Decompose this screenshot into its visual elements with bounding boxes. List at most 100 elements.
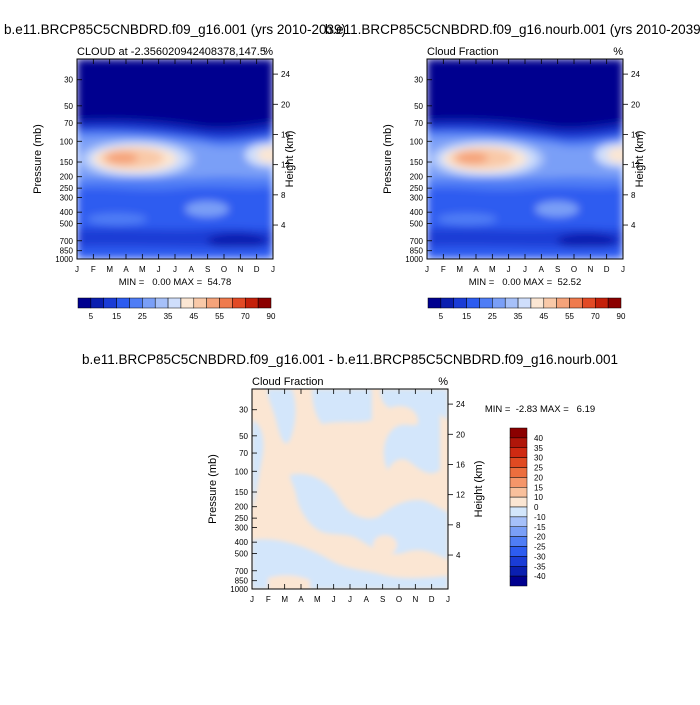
colorbar-label: 55 <box>215 312 224 321</box>
colorbar-label: 70 <box>241 312 250 321</box>
x-tick-label: N <box>587 265 593 274</box>
colorbar-cell <box>103 297 117 309</box>
y-tick-label: 400 <box>410 208 424 217</box>
y-right-tick-label: 24 <box>281 70 290 79</box>
y-tick-label: 100 <box>410 137 424 146</box>
y-tick-label: 300 <box>410 193 424 202</box>
colorbar-cell <box>167 297 182 309</box>
y-tick-label: 150 <box>235 488 249 497</box>
y-right-tick-label: 4 <box>456 551 461 560</box>
y-right-tick-label: 12 <box>281 161 290 170</box>
x-tick-label: M <box>139 265 146 274</box>
y-right-tick-label: 16 <box>631 130 640 139</box>
colorbar-cell <box>257 297 272 309</box>
x-tick-label: D <box>429 595 435 604</box>
x-tick-label: D <box>604 265 610 274</box>
colorbar-label: 30 <box>534 454 543 463</box>
y-tick-label: 500 <box>410 220 424 229</box>
y-right-tick-label: 24 <box>631 70 640 79</box>
panel-3-ylabel-right: Height (km) <box>473 461 485 518</box>
y-tick-label: 70 <box>64 119 73 128</box>
panel-2-colorbar: 5 15 25 35 45 55 70 90 <box>427 297 626 321</box>
x-tick-label: F <box>441 265 446 274</box>
y-tick-label: 150 <box>60 158 74 167</box>
panel-1-colorbar: 5 15 25 35 45 55 70 90 <box>77 297 276 321</box>
x-tick-label: A <box>123 265 129 274</box>
colorbar-cell <box>582 297 596 309</box>
x-tick-label: J <box>250 595 254 604</box>
y-right-tick-label: 24 <box>456 400 465 409</box>
colorbar-label: -15 <box>534 523 546 532</box>
x-tick-label: N <box>237 265 243 274</box>
panel-2-field <box>427 59 623 259</box>
colorbar-cell <box>154 297 169 309</box>
y-right-tick-label: 12 <box>631 161 640 170</box>
colorbar-cell <box>479 297 493 309</box>
x-tick-label: J <box>621 265 625 274</box>
colorbar-cell <box>504 297 519 309</box>
colorbar-cell <box>509 556 528 567</box>
y-tick-label: 1000 <box>55 255 73 264</box>
y-tick-label: 500 <box>60 220 74 229</box>
panel-1-units: % <box>263 46 273 58</box>
panel-3-ylabel: Pressure (mb) <box>207 454 219 524</box>
colorbar-label: -20 <box>534 533 546 542</box>
colorbar-cell <box>245 297 259 309</box>
colorbar-label: 90 <box>617 312 626 321</box>
colorbar-cell <box>509 526 528 537</box>
colorbar-label: 25 <box>138 312 147 321</box>
colorbar-cell <box>569 297 583 309</box>
panel-1-stats: MIN = 0.00 MAX = 54.78 <box>119 277 231 288</box>
x-tick-label: J <box>332 595 336 604</box>
y-tick-label: 100 <box>60 137 74 146</box>
y-right-tick-label: 8 <box>456 521 461 530</box>
colorbar-cell <box>509 575 528 587</box>
colorbar-label: 0 <box>534 503 539 512</box>
panel-3-subtitle: Cloud Fraction <box>252 376 324 388</box>
colorbar-cell <box>509 467 528 478</box>
x-tick-label: F <box>266 595 271 604</box>
x-tick-label: J <box>523 265 527 274</box>
y-right-tick-label: 16 <box>281 130 290 139</box>
colorbar-label: 15 <box>112 312 121 321</box>
colorbar-cell <box>509 487 528 498</box>
y-tick-label: 50 <box>64 102 73 111</box>
panel-1-ylabel-right: Height (km) <box>284 131 296 188</box>
y-tick-label: 850 <box>60 247 74 256</box>
y-tick-label: 100 <box>235 467 249 476</box>
colorbar-cell <box>509 506 528 518</box>
panel-1-subtitle: CLOUD at -2.356020942408378,147.5 <box>77 46 266 58</box>
x-tick-label: M <box>489 265 496 274</box>
colorbar-label: -30 <box>534 552 546 561</box>
x-tick-label: A <box>364 595 370 604</box>
x-tick-label: M <box>106 265 113 274</box>
x-tick-label: M <box>456 265 463 274</box>
panel-2: b.e11.BRCP85C5CNBDRD.f09_g16.nourb.001 (… <box>325 22 700 321</box>
y-tick-label: 150 <box>410 158 424 167</box>
x-tick-label: A <box>539 265 545 274</box>
panel-3-stats: MIN = -2.83 MAX = 6.19 <box>485 404 595 415</box>
colorbar-label: 25 <box>488 312 497 321</box>
x-tick-label: J <box>157 265 161 274</box>
y-tick-label: 700 <box>60 237 74 246</box>
colorbar-cell <box>509 536 528 547</box>
colorbar-cell <box>427 297 442 309</box>
colorbar-cell <box>193 297 207 309</box>
colorbar-cell <box>509 566 528 577</box>
colorbar-cell <box>116 297 130 309</box>
y-tick-label: 30 <box>414 76 423 85</box>
y-tick-label: 50 <box>414 102 423 111</box>
panel-1-field <box>77 59 273 259</box>
panel-2-ylabel: Pressure (mb) <box>382 124 394 194</box>
colorbar-cell <box>530 297 545 309</box>
panel-2-title: b.e11.BRCP85C5CNBDRD.f09_g16.nourb.001 (… <box>325 22 700 37</box>
x-tick-label: O <box>571 265 577 274</box>
x-tick-label: J <box>348 595 352 604</box>
y-tick-label: 30 <box>239 406 248 415</box>
x-tick-label: J <box>507 265 511 274</box>
y-tick-label: 1000 <box>230 585 248 594</box>
colorbar-cell <box>180 297 195 309</box>
panel-3: b.e11.BRCP85C5CNBDRD.f09_g16.001 - b.e11… <box>82 352 618 604</box>
x-tick-label: A <box>189 265 195 274</box>
